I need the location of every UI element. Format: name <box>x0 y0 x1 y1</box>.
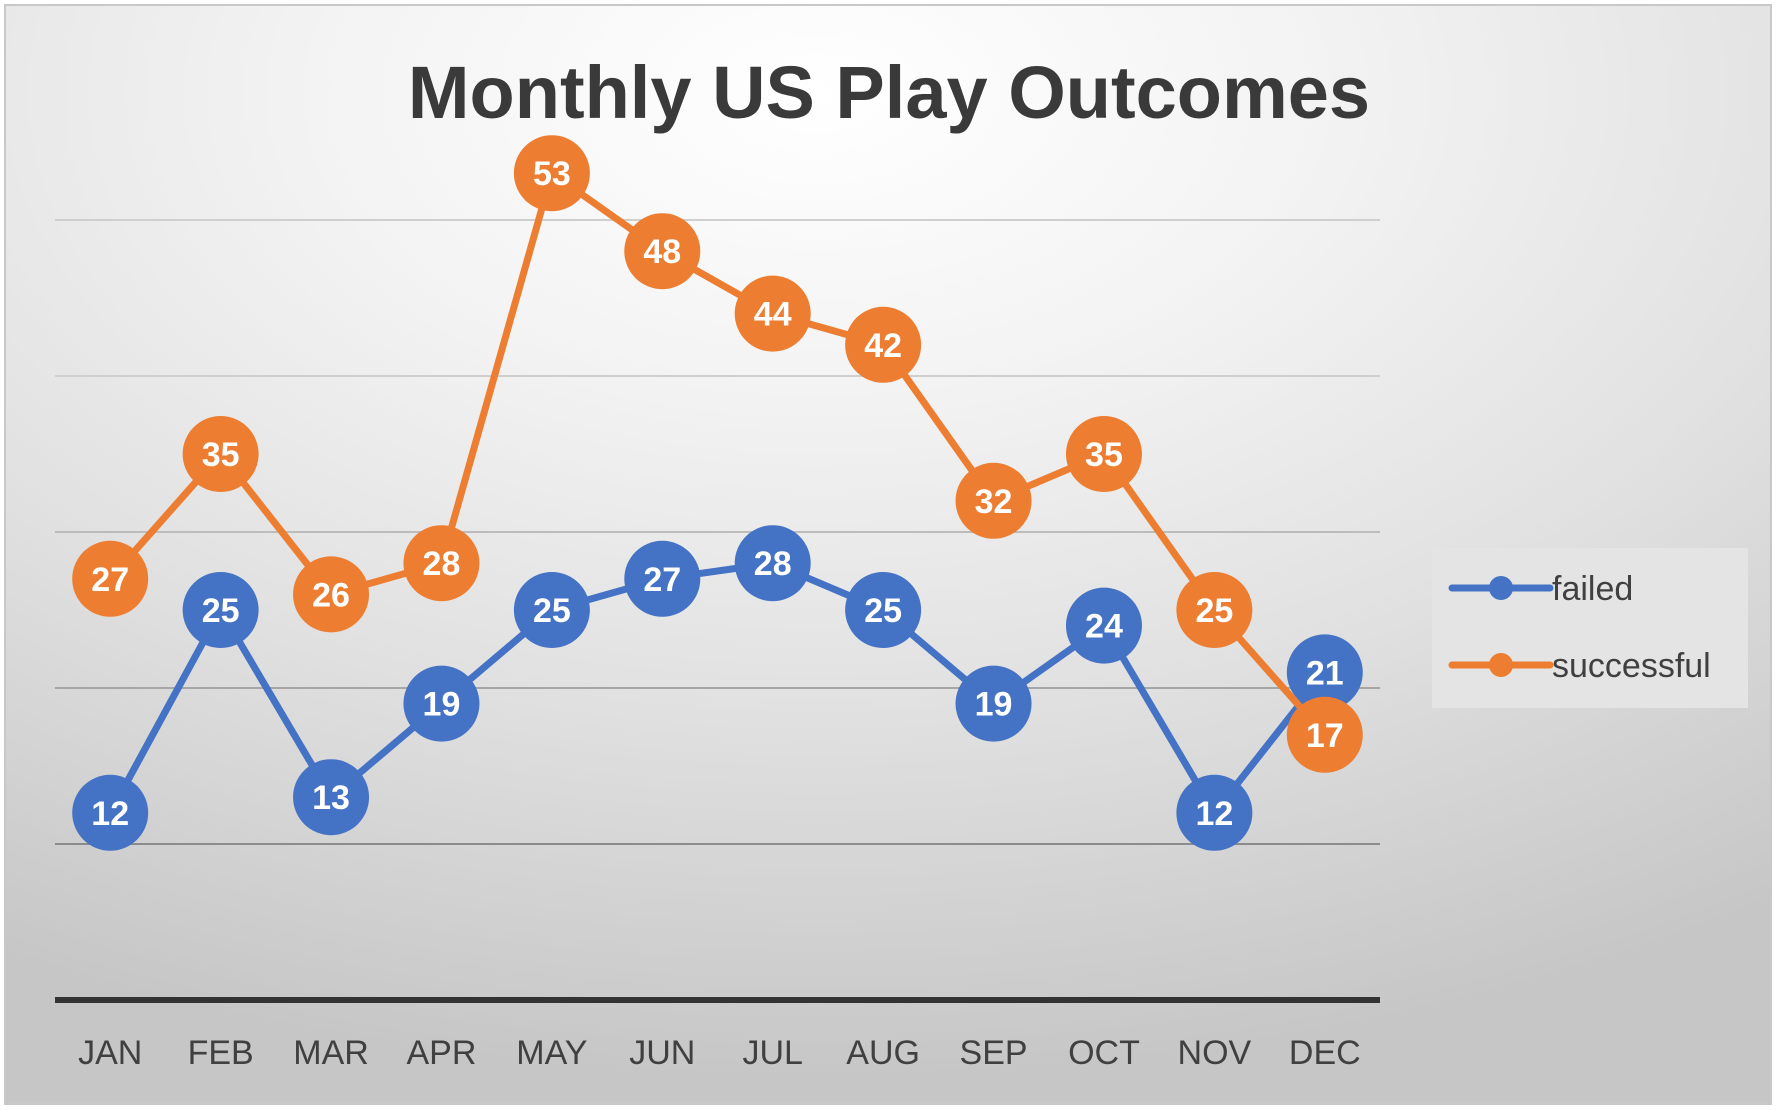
data-label: 48 <box>643 233 681 271</box>
data-point <box>955 665 1032 742</box>
data-point <box>513 135 590 212</box>
data-label: 13 <box>312 779 350 817</box>
data-point <box>72 774 149 851</box>
data-label: 35 <box>202 436 240 474</box>
data-label: 53 <box>533 155 571 193</box>
data-point <box>1176 572 1253 648</box>
data-point <box>1065 416 1142 492</box>
data-point <box>293 556 370 633</box>
x-tick-label: APR <box>406 1034 476 1072</box>
data-point <box>293 759 370 836</box>
data-label: 19 <box>975 686 1013 724</box>
data-label: 27 <box>643 561 681 599</box>
legend-marker <box>1489 576 1513 600</box>
x-tick-label: MAY <box>516 1034 587 1072</box>
data-point <box>1286 634 1363 711</box>
legend-label: failed <box>1552 570 1633 608</box>
data-point <box>734 525 811 602</box>
data-label: 26 <box>312 576 350 614</box>
data-point <box>845 306 922 383</box>
x-tick-label: OCT <box>1068 1034 1140 1072</box>
data-point <box>734 275 811 352</box>
data-point <box>1065 587 1142 664</box>
x-tick-label: MAR <box>293 1034 369 1072</box>
data-label: 44 <box>754 296 792 334</box>
legend-label: successful <box>1552 647 1711 685</box>
x-tick-label: DEC <box>1289 1034 1361 1072</box>
data-label: 25 <box>533 592 571 630</box>
legend: failed successful <box>1432 548 1748 708</box>
x-tick-label: AUG <box>846 1034 920 1072</box>
series-failed: 12 25 13 19 25 27 28 25 19 24 12 21 <box>72 525 1363 851</box>
x-tick-label: SEP <box>960 1034 1028 1072</box>
chart-title: Monthly US Play Outcomes <box>408 51 1370 134</box>
data-label: 28 <box>423 545 461 583</box>
data-point <box>624 540 701 617</box>
x-axis: JAN FEB MAR APR MAY JUN JUL AUG SEP OCT NOV DEC <box>55 997 1380 1072</box>
data-label: 17 <box>1306 717 1344 755</box>
plot-area: 12 25 13 19 25 27 28 25 19 24 12 21 27 35 26 28 53 48 44 42… <box>72 135 1363 851</box>
data-point <box>845 572 922 648</box>
data-label: 19 <box>423 686 461 724</box>
x-tick-label: FEB <box>188 1034 254 1072</box>
data-label: 25 <box>202 592 240 630</box>
x-tick-label: NOV <box>1178 1034 1252 1072</box>
data-label: 12 <box>1195 795 1233 833</box>
legend-marker <box>1489 653 1513 677</box>
data-point <box>1286 696 1363 773</box>
series-successful: 27 35 26 28 53 48 44 42 32 35 25 17 <box>72 135 1363 773</box>
data-point <box>403 665 480 742</box>
x-tick-label: JUN <box>629 1034 695 1072</box>
data-label: 28 <box>754 545 792 583</box>
legend-box <box>1432 548 1748 708</box>
data-label: 27 <box>91 561 129 599</box>
series-line <box>106 169 1329 739</box>
data-point <box>1176 774 1253 851</box>
data-label: 25 <box>1195 592 1233 630</box>
x-tick-label: JUL <box>742 1034 802 1072</box>
data-point <box>624 213 701 290</box>
x-tick-label: JAN <box>78 1034 142 1072</box>
data-label: 12 <box>91 795 129 833</box>
data-label: 21 <box>1306 654 1344 692</box>
data-label: 35 <box>1085 436 1123 474</box>
data-label: 32 <box>975 483 1013 521</box>
data-point <box>182 416 259 492</box>
data-point <box>955 462 1032 539</box>
data-point <box>513 572 590 648</box>
data-label: 42 <box>864 327 902 365</box>
data-label: 24 <box>1085 608 1123 646</box>
data-label: 25 <box>864 592 902 630</box>
gridlines <box>55 219 1380 845</box>
data-point <box>72 540 149 617</box>
data-point <box>403 525 480 602</box>
data-point <box>182 572 259 648</box>
